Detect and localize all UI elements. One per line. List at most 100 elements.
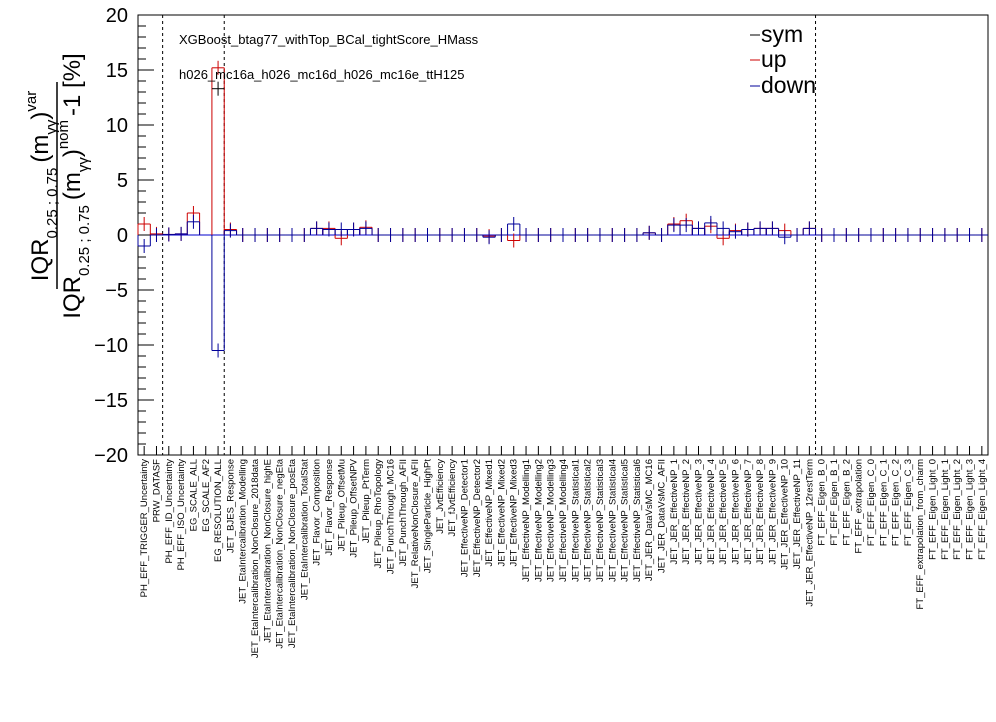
x-category-label: JET_Pileup_RhoTopology	[373, 459, 384, 569]
bar-down	[445, 228, 459, 242]
x-category-label: JET_EffectiveNP_Statistical5	[620, 459, 631, 582]
x-category-label: JET_Flavor_Response	[324, 459, 335, 556]
x-category-label: FT_EFF_Eigen_C_3	[903, 459, 914, 546]
ylabel-minus-one: -1 [%]	[59, 53, 86, 116]
bar-down	[409, 228, 422, 242]
bar-down	[642, 225, 656, 240]
bar-down	[815, 228, 828, 242]
bar-down	[519, 228, 533, 242]
x-category-label: JET_JER_EffectiveNP_4	[706, 459, 717, 564]
bar-down	[889, 228, 902, 242]
x-category-label: JET_Pileup_OffsetNPV	[349, 458, 360, 557]
x-category-label: JET_EffectiveNP_Detector1	[459, 459, 470, 577]
bar-down	[802, 221, 817, 236]
x-category-label: JET_BJES_Response	[225, 459, 236, 553]
bar-down	[372, 228, 385, 242]
x-category-label: JET_Pileup_OffsetMu	[336, 459, 347, 551]
bar-down	[470, 228, 483, 242]
x-category-label: JET_JER_EffectiveNP_7	[743, 459, 754, 564]
bar-down	[963, 228, 976, 242]
x-category-label: JET_EtaIntercalibration_NonClosure_negEt…	[275, 458, 286, 648]
bar-down	[630, 228, 644, 242]
bar-down	[864, 228, 878, 242]
x-category-label: JET_JER_EffectiveNP_5	[718, 459, 729, 564]
y-tick-label: 15	[106, 60, 128, 82]
x-category-label: FT_EFF_Eigen_Light_4	[977, 459, 988, 560]
bar-down	[778, 230, 792, 245]
x-category-label: JET_JER_EffectiveNP_12restTerm	[804, 459, 815, 607]
x-category-label: FT_EFF_Eigen_Light_2	[952, 459, 963, 560]
ylabel-nom: nom	[55, 120, 72, 149]
y-tick-label: 20	[106, 5, 128, 27]
sample-label: h026_mc16a_h026_mc16d_h026_mc16e_ttH125	[179, 67, 465, 82]
y-axis-label: IQR0.25 ; 0.75(mγγ)var IQR0.25 ; 0.75(mγ…	[23, 53, 93, 318]
bar-down	[593, 228, 607, 242]
bar-down	[298, 228, 311, 242]
bar-down	[901, 228, 915, 242]
x-category-label: JET_EffectiveNP_Statistical1	[570, 459, 581, 582]
x-category-label: JET_JER_EffectiveNP_1	[669, 459, 680, 564]
bar-down	[211, 235, 225, 358]
ylabel-num-m: (m	[27, 135, 54, 163]
ylabel-den-close: )	[59, 149, 86, 157]
x-category-label: FT_EFF_Eigen_B_0	[817, 459, 828, 546]
ylabel-den-m: (m	[59, 172, 86, 200]
x-category-label: FT_EFF_Eigen_Light_0	[928, 459, 939, 560]
x-category-label: FT_EFF_Eigen_B_2	[841, 459, 852, 546]
bar-up	[211, 60, 225, 235]
bar-down	[618, 228, 631, 242]
x-category-label: JET_JER_EffectiveNP_9	[767, 459, 778, 564]
bar-down	[285, 228, 299, 242]
y-tick-label: −5	[105, 280, 128, 302]
x-category-label: JET_EtaIntercalibration_NonClosure_2018d…	[250, 458, 261, 658]
bar-down	[938, 228, 952, 242]
x-category-label: JET_JER_EffectiveNP_10	[780, 459, 791, 570]
bar-down	[359, 221, 373, 236]
ylabel-den-quantiles: 0.25 ; 0.75	[76, 205, 93, 276]
x-category-label: FT_EFF_Eigen_C_0	[866, 459, 877, 546]
x-category-label: PRW_DATASF	[151, 459, 162, 523]
x-category-label: FT_EFF_Eigen_C_1	[878, 459, 889, 546]
x-category-label: JET_EffectiveNP_Statistical3	[595, 459, 606, 582]
x-category-label: JET_JER_EffectiveNP_3	[694, 459, 705, 564]
bar-down	[840, 228, 853, 242]
bar-down	[827, 228, 841, 242]
bar-down	[852, 228, 865, 242]
x-category-label: JET_EffectiveNP_Modelling4	[558, 459, 569, 582]
x-category-label: JET_EffectiveNP_Statistical2	[583, 459, 594, 582]
x-category-label: JET_Flavor_Composition	[312, 459, 323, 566]
bar-down	[914, 228, 927, 242]
bar-up	[137, 217, 151, 235]
x-category-label: JET_EffectiveNP_Mixed2	[496, 459, 507, 567]
bar-down	[236, 228, 249, 242]
x-category-label: PH_EFF_TRIGGER_Uncertainty	[139, 459, 150, 598]
bar-up	[507, 233, 521, 248]
bar-down	[137, 235, 151, 253]
x-category-label: FT_EFF_extrapolation_from_charm	[915, 459, 926, 610]
x-category-label: JET_PunchThrough_MC16	[386, 459, 397, 574]
bar-down	[495, 228, 508, 242]
y-tick-label: −20	[94, 445, 128, 467]
bar-down	[150, 228, 163, 242]
x-category-label: JET_JER_EffectiveNP_8	[755, 459, 766, 564]
x-category-label: JET_EffectiveNP_Statistical4	[607, 459, 618, 582]
x-category-label: FT_EFF_Eigen_B_1	[829, 459, 840, 546]
x-category-label: PH_EFF_ISO_Uncertainty	[176, 459, 187, 571]
ylabel-num-iqr: IQR	[27, 239, 54, 282]
legend-sym-label: sym	[761, 21, 803, 47]
bar-down	[655, 228, 668, 242]
x-category-label: EG_RESOLUTION_ALL	[213, 459, 224, 562]
x-category-label: JET_EtaIntercalibration_NonClosure_highE	[262, 459, 273, 643]
x-category-label: JET_JER_DataVsMC_AFII	[657, 459, 668, 573]
bar-down	[951, 228, 964, 242]
ylabel-den-gg: γγ	[75, 157, 92, 173]
x-category-label: FT_EFF_extrapolation	[854, 459, 865, 554]
y-tick-label: 10	[106, 115, 128, 137]
bar-down	[544, 228, 557, 242]
bar-down	[975, 228, 988, 242]
x-category-label: JET_JvtEfficiency	[435, 459, 446, 534]
x-category-label: FT_EFF_Eigen_C_2	[891, 459, 902, 546]
x-category-label: JET_SingleParticle_HighPt	[422, 459, 433, 573]
bar-down	[507, 217, 521, 235]
